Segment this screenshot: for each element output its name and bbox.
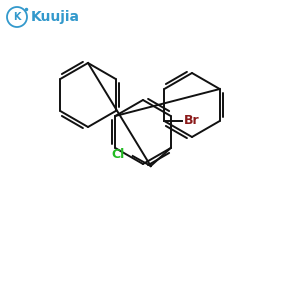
Text: K: K bbox=[13, 12, 21, 22]
Text: Br: Br bbox=[184, 115, 200, 128]
Text: Cl: Cl bbox=[112, 148, 125, 161]
Text: Kuujia: Kuujia bbox=[31, 10, 80, 24]
